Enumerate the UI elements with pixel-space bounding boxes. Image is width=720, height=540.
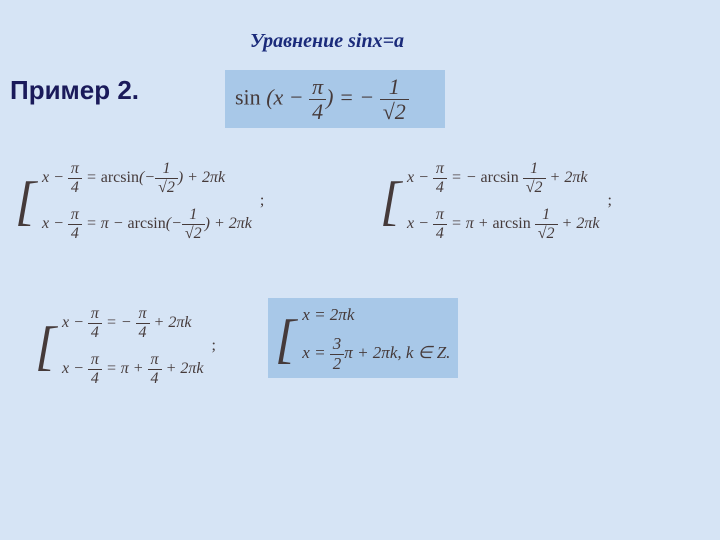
pi-num: π <box>309 75 326 100</box>
b1-line2: x − π4 = π − arcsin(−1√2) + 2πk <box>42 206 252 242</box>
system-block-2: [ x − π4 = − arcsin 1√2 + 2πk x − π4 = π… <box>380 160 612 242</box>
b3-line2: x − π4 = π + π4 + 2πk <box>62 351 203 387</box>
b3-line1: x − π4 = − π4 + 2πk <box>62 305 203 341</box>
system-block-3: [ x − π4 = − π4 + 2πk x − π4 = π + π4 + … <box>35 305 216 387</box>
sqrt2: 2 <box>395 99 406 124</box>
example-label: Пример 2. <box>10 75 139 106</box>
page-title: Уравнение sinx=a <box>250 30 404 53</box>
b4-line1: x = 2πk <box>302 305 450 325</box>
semicolon-3: ; <box>207 337 215 355</box>
b2-line2: x − π4 = π + arcsin 1√2 + 2πk <box>407 206 599 242</box>
b4-line2: x = 32π + 2πk, k ∈ Z. <box>302 335 450 373</box>
one-num: 1 <box>380 75 409 100</box>
semicolon-2: ; <box>603 192 611 210</box>
sin-label: sin <box>235 85 261 110</box>
main-equation: sin (x − π4) = − 1√2 <box>235 75 409 124</box>
system-block-4: [ x = 2πk x = 32π + 2πk, k ∈ Z. <box>275 305 450 373</box>
neg-sign: − <box>359 85 374 110</box>
b1-line1: x − π4 = arcsin(−1√2) + 2πk <box>42 160 252 196</box>
system-block-1: [ x − π4 = arcsin(−1√2) + 2πk x − π4 = π… <box>15 160 264 242</box>
var-x: x <box>274 85 284 110</box>
b2-line1: x − π4 = − arcsin 1√2 + 2πk <box>407 160 599 196</box>
semicolon-1: ; <box>256 192 264 210</box>
four-den: 4 <box>309 100 326 124</box>
